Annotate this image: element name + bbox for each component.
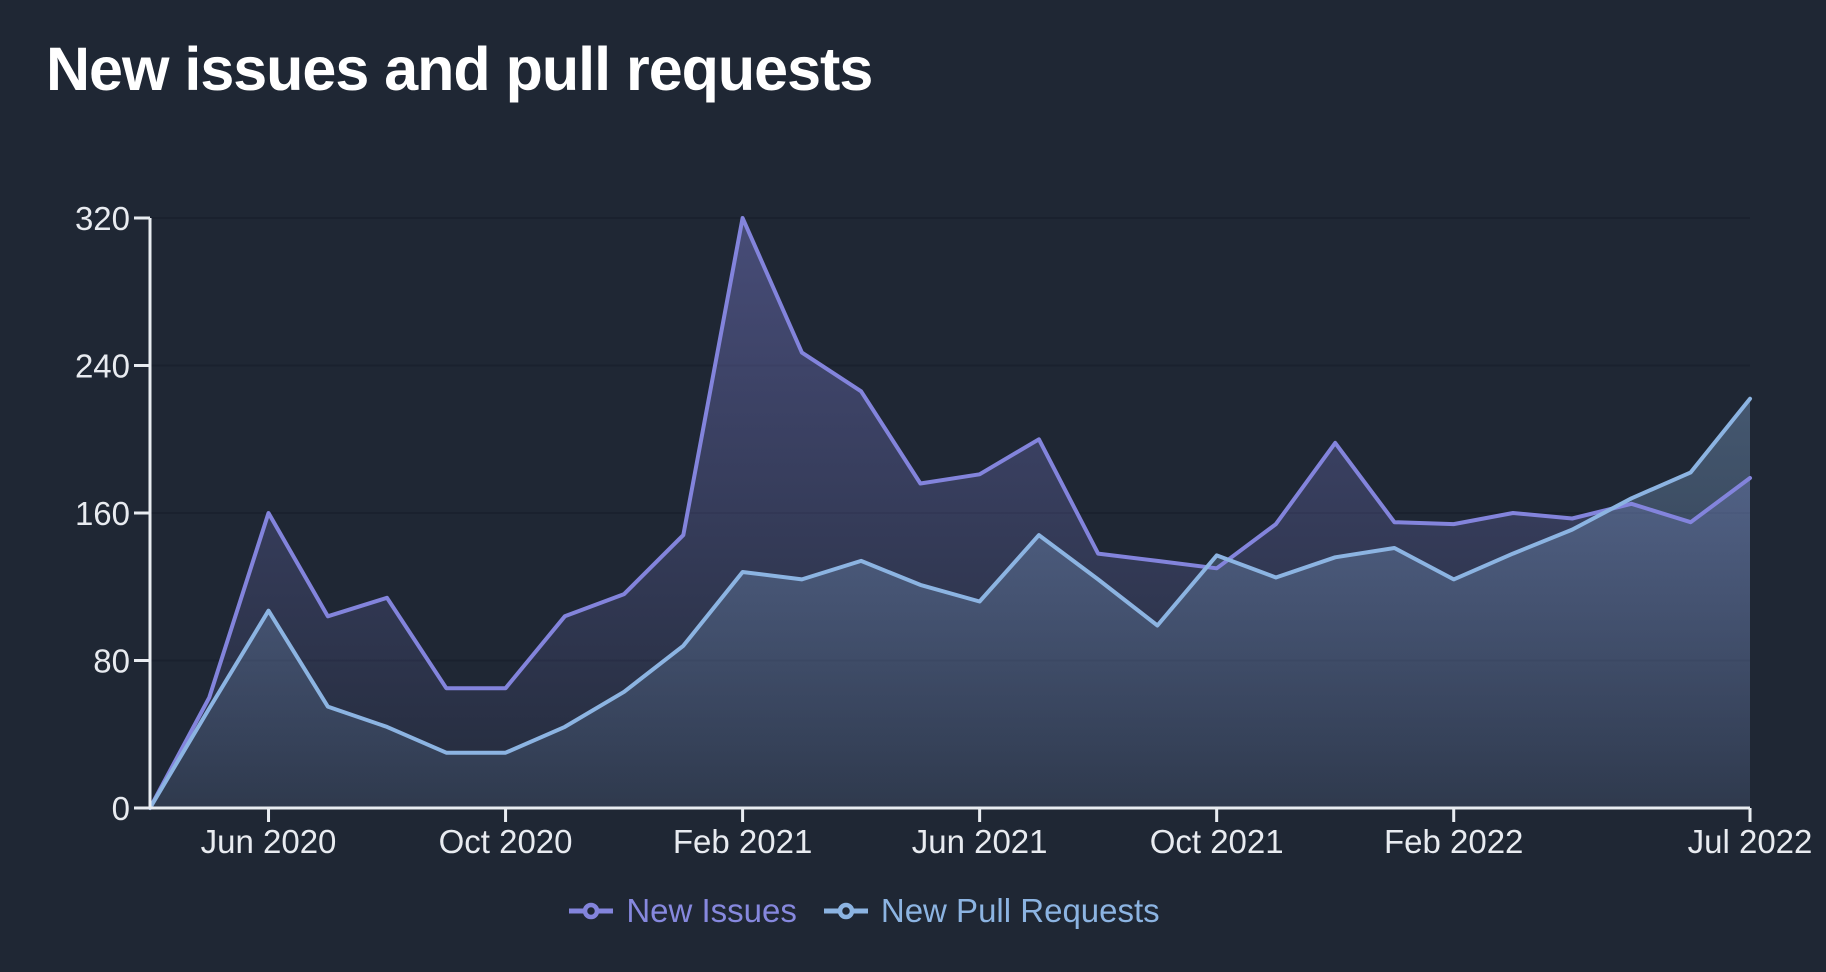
x-axis-tick-label: Jun 2020 <box>201 823 337 860</box>
series-lines <box>148 216 1752 810</box>
legend-label-new-issues: New Issues <box>626 892 797 929</box>
legend: New Issues New Pull Requests <box>0 894 1777 927</box>
new-issues-line <box>148 216 1752 810</box>
new-pull-requests-area <box>150 398 1750 808</box>
axis-tick-labels: 0 80 160 240 320 Jun 2020 Oct 2020 Feb 2021 Jun … <box>75 200 1812 860</box>
new-pull-requests-legend-marker-icon <box>823 902 868 919</box>
x-axis-tick-label: Oct 2020 <box>439 823 573 860</box>
y-axis-tick-label: 320 <box>75 200 130 237</box>
chart-title: New issues and pull requests <box>46 35 873 103</box>
new-issues-legend-marker-icon <box>569 902 614 919</box>
x-axis-tick-label: Feb 2022 <box>1384 823 1523 860</box>
y-axis-tick-label: 80 <box>93 643 130 680</box>
x-axis-tick-label: Jul 2022 <box>1688 823 1813 860</box>
new-pull-requests-line <box>148 396 1752 810</box>
legend-item-new-issues[interactable]: New Issues <box>568 894 797 927</box>
x-axis-tick-label: Oct 2021 <box>1150 823 1284 860</box>
y-axis-tick-label: 160 <box>75 495 130 532</box>
y-axis-tick-label: 240 <box>75 348 130 385</box>
legend-item-new-pull-requests[interactable]: New Pull Requests <box>823 894 1160 927</box>
series-areas <box>150 218 1750 808</box>
axes <box>134 216 1752 822</box>
x-axis-tick-label: Feb 2021 <box>673 823 812 860</box>
y-axis-tick-label: 0 <box>112 790 130 827</box>
legend-label-new-pull-requests: New Pull Requests <box>880 892 1160 929</box>
x-axis-tick-label: Jun 2021 <box>912 823 1048 860</box>
